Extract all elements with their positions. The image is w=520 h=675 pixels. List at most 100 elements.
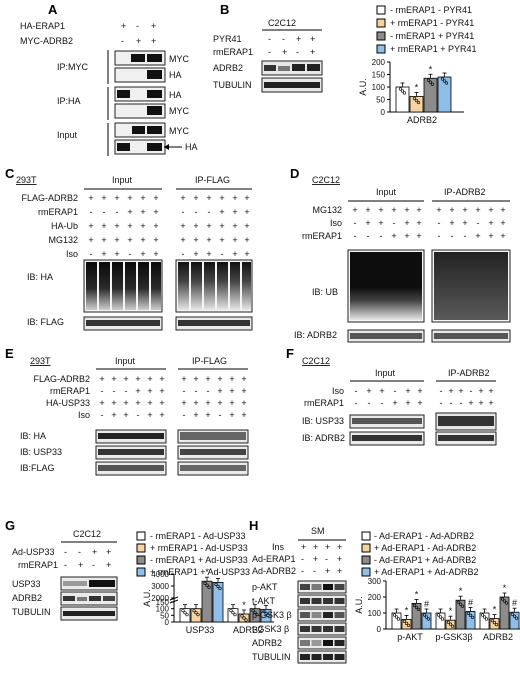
sign: -: [268, 34, 271, 44]
sign: +: [135, 386, 140, 396]
panel-b-row-rmerap1: rmERAP1: [213, 47, 253, 57]
significance-mark: *: [493, 605, 497, 615]
panel-c-cell-line: 293T: [16, 175, 37, 185]
sign: +: [229, 386, 234, 396]
sign: +: [127, 193, 132, 203]
sign: +: [337, 554, 342, 564]
blot-label: HA: [185, 142, 198, 152]
y-tick-label: 100: [372, 83, 386, 92]
sign: +: [114, 235, 119, 245]
legend-entry: - Ad-ERAP1 + Ad-ADRB2: [374, 555, 476, 565]
data-point: [422, 613, 427, 617]
sign: -: [393, 218, 396, 228]
panel-g-legend: - rmERAP1 - Ad-USP33 + rmERAP1 - Ad-USP3…: [136, 531, 250, 577]
panel-a-blot-ha-2: [114, 86, 166, 102]
panel-g-cell-line: C2C12: [73, 529, 101, 539]
panel-d-blot-ub: [347, 249, 511, 323]
category-label: ADRB2: [233, 625, 263, 635]
legend-entry: - Ad-ERAP1 - Ad-ADRB2: [374, 531, 474, 541]
legend-entry: + Ad-ERAP1 - Ad-ADRB2: [374, 543, 476, 553]
blot-label: HA: [169, 70, 182, 80]
sign: +: [219, 221, 224, 231]
panel-b-row-pyr41: PYR41: [213, 34, 242, 44]
panel-f-blots: [349, 412, 497, 446]
sign: -: [207, 386, 210, 396]
sign: +: [232, 249, 237, 259]
sign: +: [219, 193, 224, 203]
category-label: p-AKT: [397, 632, 423, 642]
panel-e-cell-line: 293T: [30, 356, 51, 366]
blot-label: ADRB2: [252, 638, 282, 648]
data-point: [216, 584, 220, 589]
blot-band: [311, 654, 322, 660]
blot-band: [311, 598, 322, 604]
sign: +: [205, 374, 210, 384]
sign: +: [123, 398, 128, 408]
sign: +: [153, 221, 158, 231]
sign: -: [451, 231, 454, 241]
legend-entry: - rmERAP1 + PYR41: [390, 31, 474, 41]
blot-label: IB: USP33: [302, 416, 344, 426]
sign: +: [217, 398, 222, 408]
sign: +: [313, 542, 318, 552]
panel-b-bar-chart: 0 50 100 150 200 A.U. ADRB2 * *: [358, 58, 464, 125]
blot-band: [323, 584, 333, 590]
panel-b-blot-tubulin: [261, 77, 323, 93]
panel-h-cell-line: SM: [311, 526, 325, 536]
significance-mark: *: [242, 600, 246, 610]
panel-e: E 293T Input IP-FLAG FLAG-ADRB2 + + + + + + + + +…: [5, 346, 249, 476]
sign: +: [180, 235, 185, 245]
panel-f: F C2C12 Input IP-ADRB2 Iso - + + - + + - + + - + +rm…: [286, 346, 497, 446]
sign: +: [180, 193, 185, 203]
sign: +: [159, 398, 164, 408]
legend-swatch: [376, 18, 386, 28]
blot-label: IB: ADRB2: [294, 330, 337, 340]
data-point: [192, 609, 196, 613]
blot-band: [334, 612, 345, 618]
sign: +: [404, 205, 409, 215]
sign: +: [111, 410, 116, 420]
sign: +: [99, 398, 104, 408]
sign: +: [229, 374, 234, 384]
sign: +: [244, 249, 249, 259]
sign: +: [468, 398, 473, 408]
significance-mark: *: [405, 605, 409, 615]
blot-label: p-GSK3 β: [252, 610, 292, 620]
blot-band: [311, 584, 322, 590]
sign: +: [127, 207, 132, 217]
y-tick-label: 0: [165, 618, 170, 627]
bar: [395, 86, 410, 113]
sign: +: [114, 193, 119, 203]
sign: +: [462, 205, 467, 215]
legend-entry: - rmERAP1 - PYR41: [390, 5, 472, 15]
sign: +: [153, 249, 158, 259]
sign: +: [140, 221, 145, 231]
sign: +: [416, 205, 421, 215]
sign: -: [208, 207, 211, 217]
legend-swatch: [361, 543, 371, 553]
blot-band: [300, 584, 310, 590]
sign: -: [90, 207, 93, 217]
data-point: [412, 96, 417, 101]
legend-entry: + rmERAP1 + PYR41: [390, 44, 477, 54]
sign: +: [88, 193, 93, 203]
sign: +: [206, 249, 211, 259]
sign: +: [241, 386, 246, 396]
panel-a-ip-ha-label: IP:HA: [57, 96, 81, 106]
sign: +: [88, 221, 93, 231]
data-point: [229, 609, 233, 613]
sign: +: [500, 231, 505, 241]
sign: +: [244, 221, 249, 231]
sign: +: [405, 398, 410, 408]
panel-h-signs: + + + + - + - + - - + +: [301, 542, 342, 576]
sign: +: [135, 374, 140, 384]
blot-label: ADRB2: [213, 63, 243, 73]
blot-label: t-GSK3 β: [252, 624, 289, 634]
blot-label: IB: HA: [27, 272, 53, 282]
data-point: [218, 586, 222, 591]
blot-label: p-AKT: [252, 582, 278, 592]
sign: +: [475, 205, 480, 215]
sign: -: [125, 386, 128, 396]
sign: +: [310, 34, 315, 44]
treatment-label: MG132: [312, 205, 342, 215]
